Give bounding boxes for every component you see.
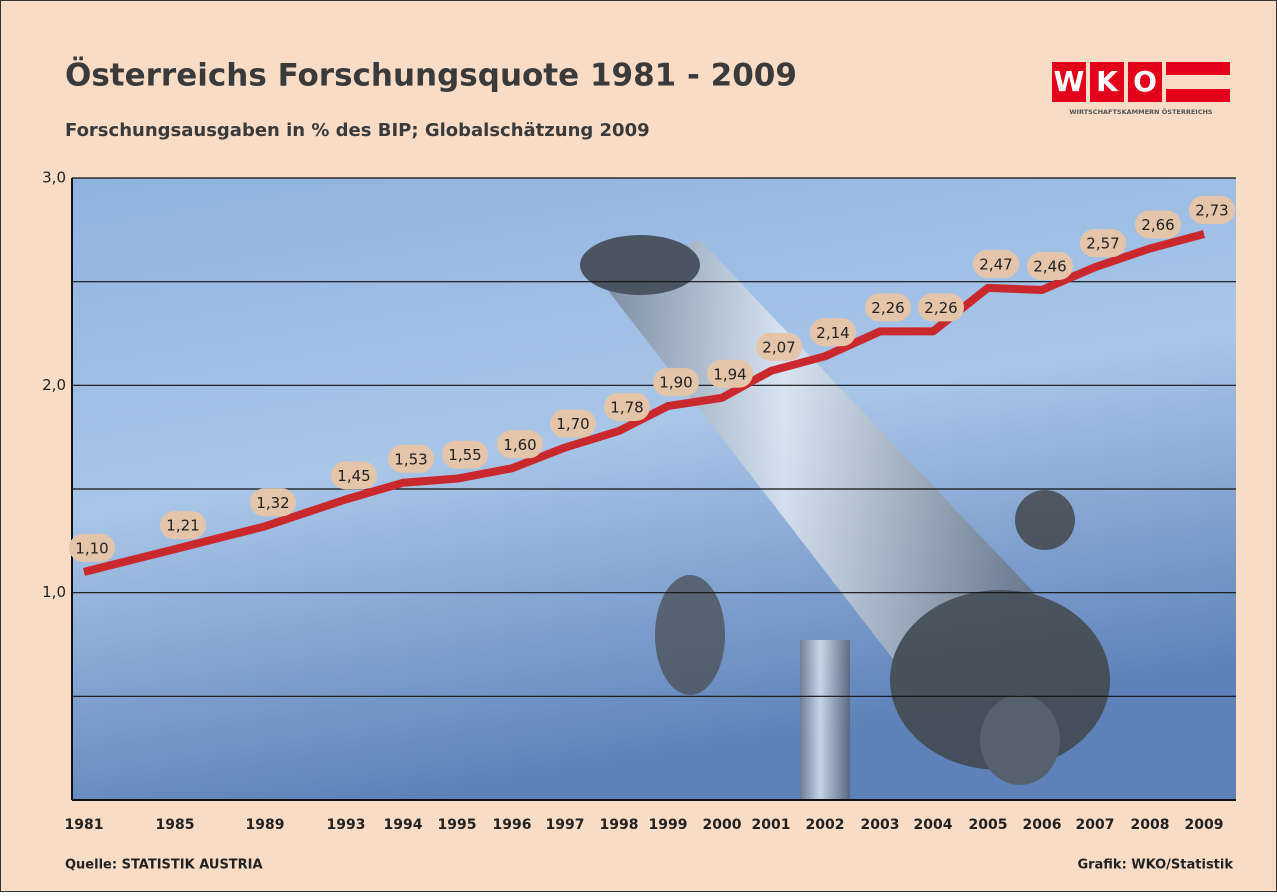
value-label: 1,53 xyxy=(394,450,427,468)
value-label: 1,45 xyxy=(337,467,370,485)
value-label: 2,57 xyxy=(1086,235,1119,253)
source: Quelle: STATISTIK AUSTRIA xyxy=(65,858,263,873)
x-tick-label: 2004 xyxy=(914,817,953,833)
value-label: 1,90 xyxy=(659,374,692,392)
x-tick-label: 1996 xyxy=(493,817,532,833)
x-tick-label: 1985 xyxy=(156,817,195,833)
x-tick-label: 1997 xyxy=(546,817,585,833)
value-label: 1,10 xyxy=(75,539,108,557)
x-tick-label: 2009 xyxy=(1185,817,1224,833)
y-tick-label: 1,0 xyxy=(42,583,66,601)
x-tick-label: 2001 xyxy=(752,817,791,833)
logo-letter: O xyxy=(1133,65,1157,98)
value-label: 2,47 xyxy=(979,255,1012,273)
logo-caption: WIRTSCHAFTSKAMMERN ÖSTERREICHS xyxy=(1069,107,1213,116)
chart: Österreichs Forschungsquote 1981 - 2009 … xyxy=(0,0,1277,892)
chart-subtitle: Forschungsausgaben in % des BIP; Globals… xyxy=(65,120,650,141)
value-label: 1,94 xyxy=(713,365,746,383)
x-tick-label: 2002 xyxy=(806,817,845,833)
value-label: 2,73 xyxy=(1195,201,1228,219)
x-tick-label: 2000 xyxy=(703,817,742,833)
value-label: 2,07 xyxy=(762,338,795,356)
value-label: 1,70 xyxy=(556,415,589,433)
logo: W K O WIRTSCHAFTSKAMMERN ÖSTERREICHS xyxy=(1052,62,1230,116)
value-label: 2,46 xyxy=(1033,257,1066,275)
value-label: 1,55 xyxy=(448,446,481,464)
x-tick-label: 2006 xyxy=(1023,817,1062,833)
value-label: 1,78 xyxy=(610,398,643,416)
x-tick-label: 2008 xyxy=(1131,817,1170,833)
x-tick-label: 1999 xyxy=(649,817,688,833)
value-label: 2,14 xyxy=(816,324,849,342)
value-label: 2,26 xyxy=(871,299,904,317)
logo-flag xyxy=(1166,62,1230,75)
x-tick-label: 2003 xyxy=(861,817,900,833)
value-label: 2,66 xyxy=(1141,216,1174,234)
x-tick-label: 1998 xyxy=(600,817,639,833)
value-label: 1,21 xyxy=(166,517,199,535)
value-label: 2,26 xyxy=(924,299,957,317)
logo-letter: W xyxy=(1054,65,1085,98)
value-label: 1,32 xyxy=(256,494,289,512)
x-tick-label: 1993 xyxy=(327,817,366,833)
x-tick-label: 1989 xyxy=(246,817,285,833)
y-tick-label: 3,0 xyxy=(42,169,66,187)
logo-flag xyxy=(1166,89,1230,102)
x-tick-label: 2007 xyxy=(1076,817,1115,833)
x-tick-label: 1995 xyxy=(438,817,477,833)
x-tick-label: 1994 xyxy=(384,817,423,833)
x-tick-label: 2005 xyxy=(969,817,1008,833)
chart-title: Österreichs Forschungsquote 1981 - 2009 xyxy=(65,57,797,94)
x-tick-label: 1981 xyxy=(65,817,104,833)
credit: Grafik: WKO/Statistik xyxy=(1077,858,1233,873)
logo-letter: K xyxy=(1096,65,1119,98)
y-tick-label: 2,0 xyxy=(42,376,66,394)
value-label: 1,60 xyxy=(503,436,536,454)
